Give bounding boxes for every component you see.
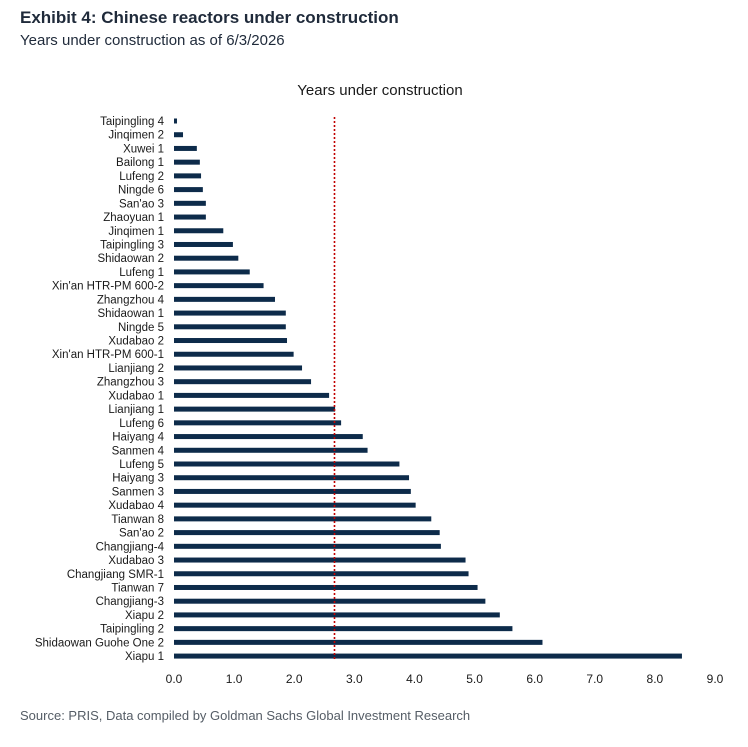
category-label: Changjiang-3: [96, 596, 164, 608]
category-label: Lianjiang 1: [108, 404, 164, 416]
bar: [174, 543, 441, 549]
bar: [174, 310, 286, 316]
category-label: Ningde 6: [118, 185, 164, 197]
x-tick-label: 8.0: [647, 672, 664, 686]
category-label: Sanmen 4: [112, 445, 165, 457]
bar: [174, 626, 513, 632]
bar: [174, 187, 203, 193]
category-label: Xudabao 3: [108, 555, 164, 567]
category-label: Xiapu 2: [125, 610, 164, 622]
category-label: Changjiang-4: [96, 541, 165, 553]
category-label: Jinqimen 2: [108, 130, 164, 142]
bar: [174, 406, 336, 412]
category-label: Xin'an HTR-PM 600-1: [52, 349, 164, 361]
category-label: Taipingling 4: [100, 116, 165, 128]
bar: [174, 145, 197, 151]
category-label: Xudabao 4: [108, 500, 164, 512]
bar: [174, 392, 330, 398]
category-label: Lufeng 2: [119, 171, 164, 183]
category-label: Shidaowan Guohe One 2: [35, 637, 164, 649]
bar: [174, 584, 478, 590]
category-label: Sanmen 3: [112, 486, 164, 498]
category-label: Zhangzhou 4: [97, 294, 165, 306]
category-label: Xuwei 1: [123, 143, 164, 155]
bar: [174, 255, 239, 261]
category-label: Haiyang 3: [112, 473, 164, 485]
bar: [174, 132, 184, 138]
bar: [174, 200, 206, 206]
x-tick-label: 7.0: [586, 672, 603, 686]
bar: [174, 214, 206, 220]
bar: [174, 118, 178, 124]
category-label: Tianwan 7: [111, 582, 164, 594]
category-label: San'ao 3: [119, 198, 164, 210]
bar: [174, 447, 368, 453]
category-label: Lufeng 1: [119, 267, 164, 279]
x-tick-label: 5.0: [466, 672, 483, 686]
bar: [174, 365, 303, 371]
category-label: Xin'an HTR-PM 600-2: [52, 281, 164, 293]
x-tick-label: 2.0: [286, 672, 303, 686]
category-label: Taipingling 3: [100, 239, 164, 251]
category-label: Taipingling 2: [100, 624, 164, 636]
category-label: Shidaowan 1: [98, 308, 165, 320]
category-label: Jinqimen 1: [108, 226, 164, 238]
bars-group: [174, 118, 682, 659]
x-axis-ticks: 0.0 1.0 2.0 3.0 4.0 5.0 6.0 7.0 8.0 9.0: [166, 672, 724, 686]
category-label: Haiyang 4: [112, 432, 164, 444]
bar: [174, 159, 200, 165]
bar: [174, 434, 363, 440]
bar: [174, 351, 294, 357]
category-label: Changjiang SMR-1: [67, 569, 164, 581]
source-note: Source: PRIS, Data compiled by Goldman S…: [20, 708, 471, 723]
x-tick-label: 1.0: [226, 672, 243, 686]
bar: [174, 502, 416, 508]
bar: [174, 283, 264, 289]
bar: [174, 571, 469, 577]
bar: [174, 557, 466, 563]
category-label: Zhangzhou 3: [97, 377, 164, 389]
bar-chart: Years under construction Taipingling 4 Ji…: [35, 82, 724, 686]
exhibit-subtitle: Years under construction as of 6/3/2026: [20, 32, 285, 49]
category-label: Xudabao 2: [108, 336, 164, 348]
category-label: Shidaowan 2: [98, 253, 165, 265]
bar: [174, 420, 342, 426]
category-label: Xiapu 1: [125, 651, 164, 663]
bar: [174, 269, 250, 275]
bar: [174, 324, 286, 330]
category-label: Lianjiang 2: [108, 363, 164, 375]
bar: [174, 488, 411, 494]
exhibit-title: Exhibit 4: Chinese reactors under constr…: [20, 8, 399, 27]
x-tick-label: 3.0: [346, 672, 363, 686]
bar: [174, 338, 288, 344]
bar: [174, 379, 312, 385]
bar: [174, 173, 202, 179]
category-label: Zhaoyuan 1: [103, 212, 164, 224]
category-label: Ningde 5: [118, 322, 164, 334]
bar: [174, 475, 410, 481]
x-tick-label: 0.0: [166, 672, 183, 686]
bar: [174, 461, 400, 467]
bar: [174, 653, 682, 659]
bar: [174, 516, 432, 522]
bar: [174, 612, 500, 618]
category-label: San'ao 2: [119, 528, 164, 540]
category-label: Tianwan 8: [111, 514, 164, 526]
category-label: Bailong 1: [116, 157, 164, 169]
chart-title: Years under construction: [297, 82, 462, 99]
x-tick-label: 6.0: [526, 672, 543, 686]
category-label: Lufeng 6: [119, 418, 164, 430]
bar: [174, 241, 233, 247]
bar: [174, 639, 543, 645]
bar: [174, 598, 486, 604]
x-tick-label: 4.0: [406, 672, 423, 686]
bar: [174, 530, 440, 536]
bar: [174, 228, 224, 234]
category-label: Lufeng 5: [119, 459, 164, 471]
category-label: Xudabao 1: [108, 390, 164, 402]
x-tick-label: 9.0: [707, 672, 724, 686]
bar: [174, 296, 275, 302]
